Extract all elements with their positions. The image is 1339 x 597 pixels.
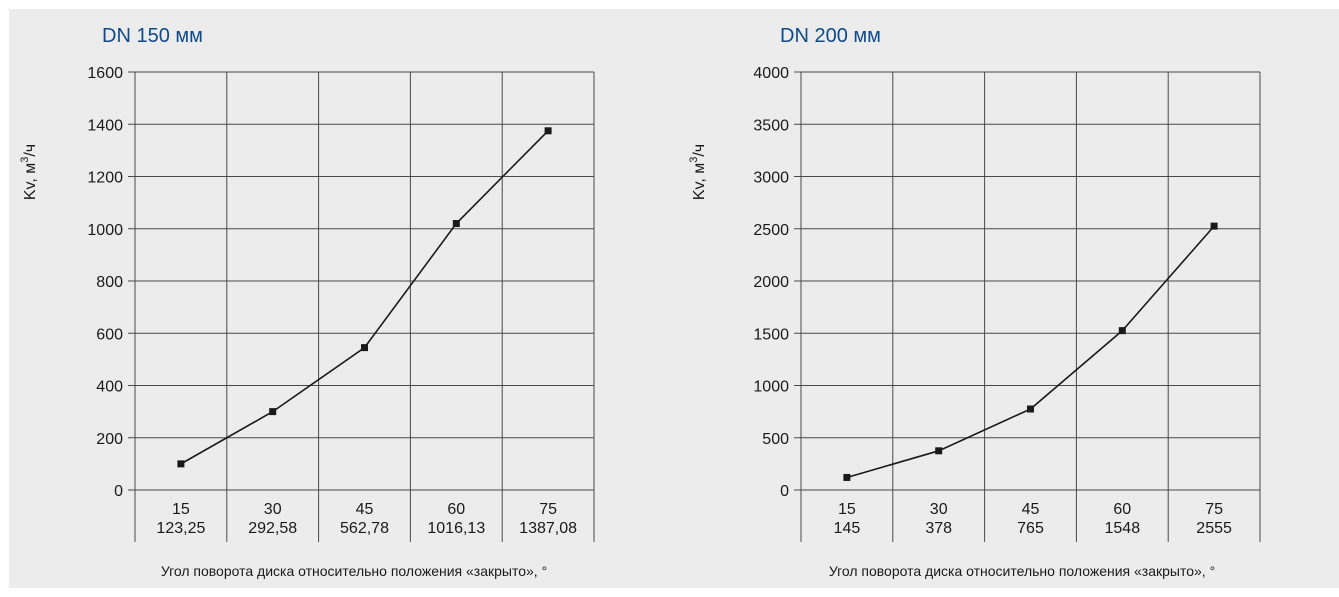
data-point xyxy=(544,127,552,135)
series-line xyxy=(846,225,1215,479)
x-sublabel: 378 xyxy=(925,520,952,537)
x-sublabel: 765 xyxy=(1017,520,1044,537)
x-tick-label: 15 xyxy=(838,501,856,518)
data-point xyxy=(452,220,460,228)
y-axis-label-unit: /ч xyxy=(691,144,708,157)
data-point xyxy=(177,460,185,468)
y-tick-label: 4000 xyxy=(753,65,789,82)
x-axis-label: Угол поворота диска относительно положен… xyxy=(829,563,1215,579)
data-point xyxy=(1027,405,1034,413)
y-tick-label: 2000 xyxy=(753,274,789,291)
x-tick-label: 60 xyxy=(447,501,465,518)
x-tick-label: 75 xyxy=(539,501,557,518)
y-tick-label: 1400 xyxy=(87,117,123,134)
x-tick-label: 45 xyxy=(356,501,374,518)
chart-panel: DN 150 мм 0 200 400 600 800 1000 1200 1400 1600 15… xyxy=(9,9,1339,588)
x-tick-label: 45 xyxy=(1022,501,1040,518)
data-point xyxy=(269,408,277,416)
y-axis-label: Kv, м3/ч xyxy=(688,144,708,200)
y-axis-label-text: Kv, м xyxy=(22,163,39,200)
x-tick-label: 30 xyxy=(264,501,282,518)
data-point xyxy=(935,447,943,455)
y-tick-label: 1500 xyxy=(753,326,789,343)
y-axis-label-sup: 3 xyxy=(19,157,31,163)
x-sublabel: 1387,08 xyxy=(519,520,577,537)
y-tick-label: 3000 xyxy=(753,170,789,187)
chart-title: DN 150 мм xyxy=(102,25,203,47)
y-tick-label: 2500 xyxy=(753,222,789,239)
data-point xyxy=(843,473,851,481)
x-tick-label: 75 xyxy=(1205,501,1223,518)
y-tick-label: 600 xyxy=(96,326,123,343)
series-line xyxy=(180,130,549,465)
x-tick-label: 60 xyxy=(1113,501,1131,518)
x-sublabel: 1548 xyxy=(1105,520,1141,537)
y-axis-label-sup: 3 xyxy=(688,157,700,163)
data-point xyxy=(361,344,368,352)
y-axis-label: Kv, м3/ч xyxy=(19,144,39,200)
x-sublabel: 292,58 xyxy=(248,520,297,537)
x-sublabel: 123,25 xyxy=(156,520,205,537)
y-tick-label: 200 xyxy=(96,431,123,448)
y-tick-label: 400 xyxy=(96,379,123,396)
chart-0: DN 150 мм 0 200 400 600 800 1000 1200 1400 1600 15… xyxy=(19,25,595,579)
y-tick-label: 800 xyxy=(96,274,123,291)
x-sublabel: 1016,13 xyxy=(427,520,485,537)
y-tick-label: 0 xyxy=(114,483,123,500)
y-tick-label: 0 xyxy=(780,483,789,500)
y-axis-label-text: Kv, м xyxy=(691,163,708,200)
x-sublabel: 2555 xyxy=(1196,520,1232,537)
x-sublabel: 145 xyxy=(834,520,861,537)
x-tick-label: 30 xyxy=(930,501,948,518)
chart-title: DN 200 мм xyxy=(780,25,881,47)
x-tick-label: 15 xyxy=(172,501,190,518)
y-axis-label-unit: /ч xyxy=(22,144,39,157)
data-point xyxy=(1118,327,1126,335)
y-tick-label: 500 xyxy=(762,431,789,448)
charts-canvas: DN 150 мм0200400600800100012001400160015… xyxy=(19,25,1261,579)
x-sublabel: 562,78 xyxy=(340,520,389,537)
chart-1: DN 200 мм 0 500 1000 1500 2000 2500 3000 3500 400… xyxy=(688,25,1261,579)
y-tick-label: 1000 xyxy=(753,379,789,396)
y-tick-label: 1000 xyxy=(87,222,123,239)
y-tick-label: 1200 xyxy=(87,170,123,187)
y-tick-label: 3500 xyxy=(753,117,789,134)
data-point xyxy=(1210,222,1218,230)
y-tick-label: 1600 xyxy=(87,65,123,82)
x-axis-label: Угол поворота диска относительно положен… xyxy=(161,563,547,579)
